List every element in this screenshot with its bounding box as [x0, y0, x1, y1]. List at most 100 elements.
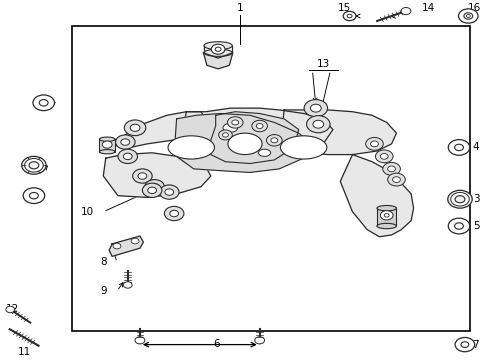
Text: 9: 9: [100, 286, 107, 296]
Circle shape: [148, 187, 157, 194]
Circle shape: [307, 116, 330, 133]
Circle shape: [455, 195, 465, 203]
Circle shape: [448, 218, 470, 234]
Polygon shape: [203, 53, 233, 69]
Text: 14: 14: [422, 4, 435, 13]
Circle shape: [150, 184, 159, 190]
Polygon shape: [116, 112, 206, 148]
Text: 11: 11: [18, 347, 31, 357]
Circle shape: [313, 120, 324, 128]
Circle shape: [29, 193, 38, 199]
Text: 2: 2: [27, 164, 34, 174]
Text: 6: 6: [213, 339, 220, 349]
Circle shape: [118, 149, 138, 163]
Circle shape: [256, 123, 263, 129]
Polygon shape: [174, 108, 333, 163]
Circle shape: [448, 190, 472, 208]
Circle shape: [232, 120, 239, 125]
Text: 16: 16: [467, 4, 481, 13]
Text: 12: 12: [6, 303, 20, 314]
Circle shape: [121, 139, 130, 145]
Ellipse shape: [258, 149, 270, 156]
Circle shape: [29, 162, 39, 169]
Circle shape: [170, 210, 178, 217]
Circle shape: [451, 193, 469, 206]
Circle shape: [304, 100, 328, 117]
Circle shape: [392, 177, 400, 183]
Circle shape: [131, 238, 139, 244]
Text: 4: 4: [473, 143, 479, 152]
Polygon shape: [109, 236, 144, 256]
Circle shape: [383, 162, 400, 175]
Polygon shape: [282, 110, 396, 154]
Circle shape: [159, 185, 179, 199]
Circle shape: [311, 104, 321, 112]
Circle shape: [384, 213, 389, 217]
Text: 7: 7: [472, 340, 478, 350]
Text: 3: 3: [473, 194, 479, 204]
Circle shape: [455, 223, 464, 229]
Ellipse shape: [99, 137, 115, 141]
Circle shape: [370, 141, 378, 147]
Circle shape: [211, 44, 225, 54]
Text: 15: 15: [338, 4, 351, 13]
Circle shape: [215, 47, 221, 51]
Ellipse shape: [223, 123, 238, 132]
Circle shape: [123, 282, 132, 288]
Ellipse shape: [204, 42, 232, 50]
Circle shape: [145, 180, 164, 194]
Text: 13: 13: [317, 59, 330, 69]
Circle shape: [366, 138, 383, 150]
Circle shape: [222, 133, 228, 137]
Circle shape: [464, 13, 473, 19]
Circle shape: [255, 337, 265, 344]
Circle shape: [380, 211, 393, 220]
Text: 1: 1: [237, 4, 244, 13]
Polygon shape: [103, 153, 211, 197]
Circle shape: [380, 153, 388, 159]
Circle shape: [24, 158, 43, 172]
Circle shape: [347, 14, 352, 18]
Circle shape: [375, 150, 393, 163]
Text: 8: 8: [100, 257, 107, 267]
Bar: [72, 26, 470, 332]
Ellipse shape: [280, 136, 327, 159]
Circle shape: [227, 117, 243, 128]
Polygon shape: [211, 112, 299, 163]
Ellipse shape: [377, 206, 396, 211]
Circle shape: [459, 9, 478, 23]
Circle shape: [124, 120, 146, 136]
Circle shape: [388, 166, 395, 172]
Bar: [377, 208, 396, 226]
Circle shape: [252, 120, 268, 132]
Ellipse shape: [377, 223, 396, 229]
Circle shape: [102, 141, 112, 148]
Circle shape: [401, 8, 411, 15]
Circle shape: [133, 169, 152, 183]
Circle shape: [6, 306, 15, 313]
Circle shape: [219, 130, 232, 140]
Circle shape: [271, 138, 278, 143]
Circle shape: [130, 124, 140, 131]
Circle shape: [448, 140, 470, 155]
Circle shape: [343, 12, 356, 21]
Text: 4: 4: [35, 98, 41, 108]
Polygon shape: [340, 154, 414, 237]
Circle shape: [39, 100, 48, 106]
Circle shape: [116, 135, 135, 149]
Polygon shape: [174, 113, 314, 172]
Text: 5: 5: [473, 221, 479, 231]
Circle shape: [455, 144, 464, 150]
Circle shape: [455, 337, 475, 352]
Circle shape: [22, 156, 46, 174]
Ellipse shape: [228, 133, 262, 154]
Circle shape: [143, 183, 162, 197]
Circle shape: [33, 95, 54, 111]
Circle shape: [388, 173, 405, 186]
Text: 5: 5: [26, 191, 33, 201]
Ellipse shape: [204, 49, 232, 57]
Circle shape: [138, 173, 147, 179]
Circle shape: [113, 243, 121, 249]
Circle shape: [165, 189, 173, 195]
Ellipse shape: [168, 136, 215, 159]
